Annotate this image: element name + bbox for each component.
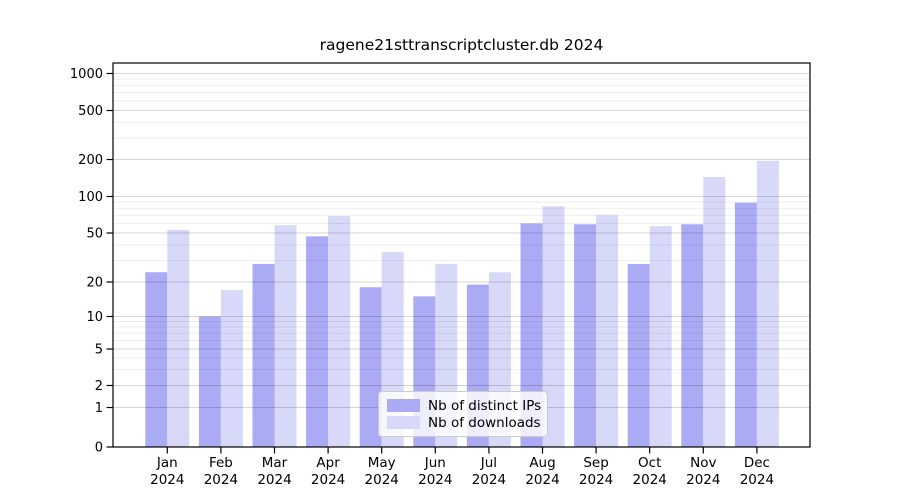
bar-distinct-ips-mar	[252, 264, 275, 447]
y-tick-label: 10	[86, 310, 103, 325]
bar-distinct-ips-may	[359, 287, 382, 447]
y-tick-label: 0	[95, 441, 103, 456]
legend-row-distinct-ips: Nb of distinct IPs	[387, 397, 542, 414]
x-tick-label-jan: Jan 2024	[150, 455, 184, 488]
bar-downloads-jan	[167, 229, 190, 447]
bar-distinct-ips-feb	[198, 316, 221, 447]
x-tick-label-mar: Mar 2024	[257, 455, 291, 488]
y-axis: 0 1 2 5 10 20 50 100 200 500 1000	[70, 67, 113, 456]
bar-distinct-ips-nov	[681, 224, 704, 447]
y-tick-label: 50	[86, 227, 103, 242]
bar-distinct-ips-sep	[574, 224, 597, 447]
bar-downloads-aug	[542, 206, 565, 447]
bar-downloads-nov	[703, 177, 726, 447]
chart-title: ragene21sttranscriptcluster.db 2024	[319, 36, 604, 54]
y-tick-label: 2	[95, 379, 103, 394]
x-tick-label-sep: Sep 2024	[579, 455, 613, 488]
legend-swatch-distinct-ips	[387, 399, 420, 412]
y-tick-label: 1000	[70, 67, 103, 82]
legend: Nb of distinct IPs Nb of downloads	[378, 391, 548, 437]
y-tick-label: 20	[86, 276, 103, 291]
x-tick-label-may: May 2024	[365, 455, 399, 488]
bar-downloads-dec	[756, 160, 779, 448]
y-tick-label: 100	[78, 190, 103, 205]
bar-distinct-ips-jan	[145, 272, 168, 447]
bar-downloads-apr	[328, 216, 351, 447]
x-axis: Jan 2024 Feb 2024 Mar 2024 Apr 2024 May 2024 Jun 20…	[150, 447, 774, 488]
bar-downloads-mar	[274, 225, 297, 447]
x-tick-label-jun: Jun 2024	[418, 455, 452, 488]
bar-distinct-ips-oct	[627, 264, 650, 447]
bar-distinct-ips-dec	[734, 202, 757, 447]
x-tick-label-jul: Jul 2024	[472, 455, 506, 488]
x-tick-label-aug: Aug 2024	[525, 455, 559, 488]
y-tick-label: 500	[78, 104, 103, 119]
legend-label-distinct-ips: Nb of distinct IPs	[428, 397, 542, 414]
x-tick-label-nov: Nov 2024	[686, 455, 720, 488]
y-tick-label: 200	[78, 153, 103, 168]
bar-distinct-ips-apr	[306, 236, 329, 447]
x-tick-label-apr: Apr 2024	[311, 455, 345, 488]
x-tick-label-feb: Feb 2024	[204, 455, 238, 488]
bar-downloads-oct	[649, 226, 672, 447]
plot-border	[112, 62, 811, 448]
legend-row-downloads: Nb of downloads	[387, 414, 541, 431]
legend-label-downloads: Nb of downloads	[428, 414, 541, 431]
x-tick-label-dec: Dec 2024	[740, 455, 774, 488]
bar-downloads-feb	[220, 290, 243, 447]
x-tick-label-oct: Oct 2024	[633, 455, 667, 488]
y-tick-label: 1	[95, 401, 103, 416]
y-tick-label: 5	[95, 343, 103, 358]
bar-downloads-sep	[596, 215, 619, 447]
legend-swatch-downloads	[387, 416, 420, 429]
